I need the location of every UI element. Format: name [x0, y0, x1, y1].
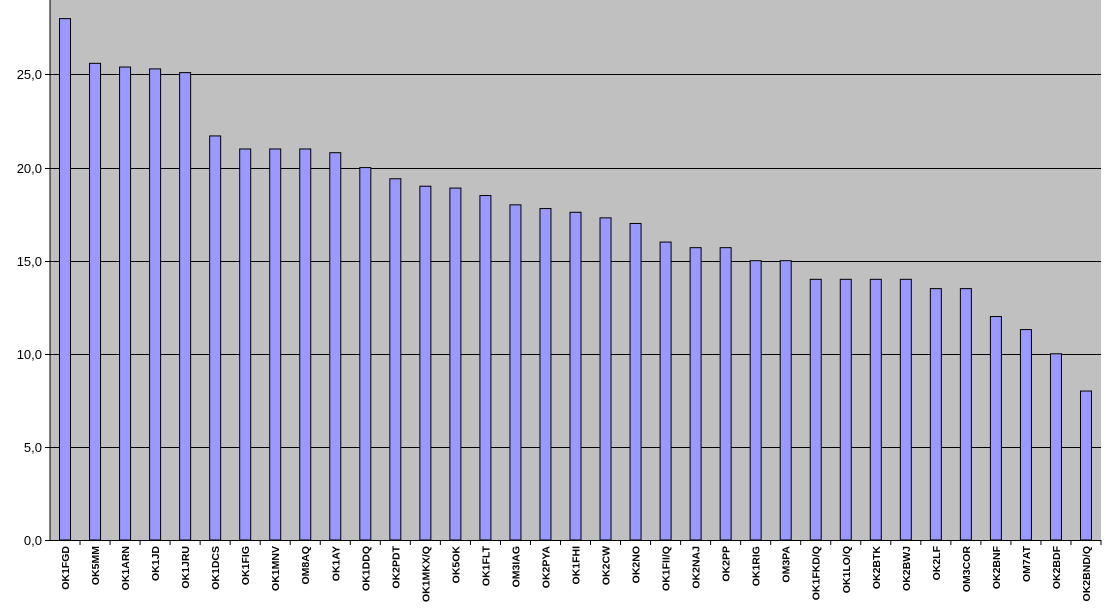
bar-ok1rig — [749, 260, 762, 541]
x-tick-label: OM3IAG — [510, 546, 522, 587]
x-tick-label: OK1JD — [150, 546, 162, 581]
x-tick-label: OK2LF — [931, 545, 943, 580]
bar-om3iag — [509, 204, 522, 541]
x-tick-label: OK2BTK — [871, 546, 883, 590]
y-tick-label: 20,0 — [17, 161, 42, 176]
bar-ok1jd — [149, 68, 162, 541]
bar-om3cor — [959, 288, 972, 541]
bar-ok1ay — [329, 152, 342, 541]
y-tick-label: 15,0 — [17, 254, 42, 269]
x-tick-label: OM3COR — [961, 546, 973, 593]
x-tick-label: OK1FKD/Q — [811, 546, 823, 600]
x-tick-label: OM7AT — [1021, 545, 1033, 582]
x-tick-label: OK2PYA — [540, 546, 552, 589]
x-tick-label: OK2BWJ — [901, 546, 913, 591]
x-tick-label: OK5MM — [90, 546, 102, 585]
x-tick-label: OK1MKX/Q — [420, 546, 432, 602]
x-tick-label: OK1FLT — [480, 545, 492, 586]
x-tick-label: OK1DDQ — [360, 546, 372, 591]
bar-ok1fgd — [59, 18, 72, 541]
bar-ok2btk — [869, 278, 882, 541]
y-tick-label: 10,0 — [17, 347, 42, 362]
bar-ok5ok — [449, 187, 462, 541]
bar-ok1fkd-q — [809, 278, 822, 541]
x-tick-label: OK2BDF — [1051, 545, 1063, 589]
x-tick-label: OK1MNV — [270, 546, 282, 591]
x-tick-label: OK1RIG — [751, 546, 763, 586]
bar-ok1mkx-q — [419, 185, 432, 541]
bar-ok2bdf — [1049, 353, 1062, 541]
x-tick-label: OK1LO/Q — [841, 546, 853, 593]
x-tick-label: OK2CW — [601, 546, 613, 585]
bar-ok1lo-q — [839, 278, 852, 541]
y-tick-label: 25,0 — [17, 67, 42, 82]
bar-ok2lf — [929, 288, 942, 541]
bar-ok1flt — [479, 195, 492, 541]
bar-ok2bwj — [899, 278, 912, 541]
bar-ok2naj — [689, 247, 702, 541]
bar-ok1fii-q — [659, 241, 672, 541]
x-tick-label: OK1FHI — [571, 546, 583, 585]
x-tick-label: OK1ARN — [120, 546, 132, 590]
x-tick-label: OK1FIG — [240, 546, 252, 585]
bar-ok1fig — [239, 148, 252, 541]
bar-ok2bnf — [989, 316, 1002, 541]
x-axis: OK1FGD OK5MM OK1ARN OK1JD OK1JRU OK1DCS OK1FIG… — [50, 540, 1102, 602]
x-tick-label: OK2BND/Q — [1081, 546, 1093, 601]
bar-ok2bnd-q — [1079, 390, 1092, 541]
bar-ok1ddq — [359, 167, 372, 541]
bar-ok2pdt — [389, 178, 402, 541]
bar-ok2no — [629, 222, 642, 541]
y-tick-label: 5,0 — [24, 440, 42, 455]
bar-ok1fhi — [569, 211, 582, 541]
x-tick-label: OK5OK — [450, 546, 462, 584]
x-tick-label: OK1FGD — [60, 546, 72, 590]
x-tick-label: OK1JRU — [180, 546, 192, 589]
x-tick-label: OM8AQ — [300, 546, 312, 585]
bar-ok1arn — [119, 66, 132, 541]
x-tick-label: OK2BNF — [991, 545, 1003, 589]
y-tick-label: 0,0 — [24, 533, 42, 548]
bar-ok5mm — [89, 62, 102, 541]
x-tick-label: OK2NAJ — [691, 546, 703, 589]
bar-ok2cw — [599, 217, 612, 541]
x-tick-label: OM3PA — [781, 546, 793, 583]
x-tick-label: OK2PDT — [390, 545, 402, 588]
bar-om3pa — [779, 260, 792, 541]
bar-ok1dcs — [209, 135, 222, 541]
x-tick-label: OK1DCS — [210, 546, 222, 590]
x-tick-label: OK1FII/Q — [661, 546, 673, 591]
x-tick-label: OK1AY — [330, 546, 342, 581]
bar-ok1jru — [179, 72, 192, 541]
bar-ok1mnv — [269, 148, 282, 541]
bar-ok2pya — [539, 208, 552, 541]
y-axis: 0,0 5,0 10,0 15,0 20,0 25,0 — [17, 0, 51, 548]
x-tick-label: OK2NO — [631, 546, 643, 583]
bar-om7at — [1019, 329, 1032, 541]
x-tick-label: OK2PP — [721, 546, 733, 582]
bar-ok2pp — [719, 247, 732, 541]
bar-om8aq — [299, 148, 312, 541]
